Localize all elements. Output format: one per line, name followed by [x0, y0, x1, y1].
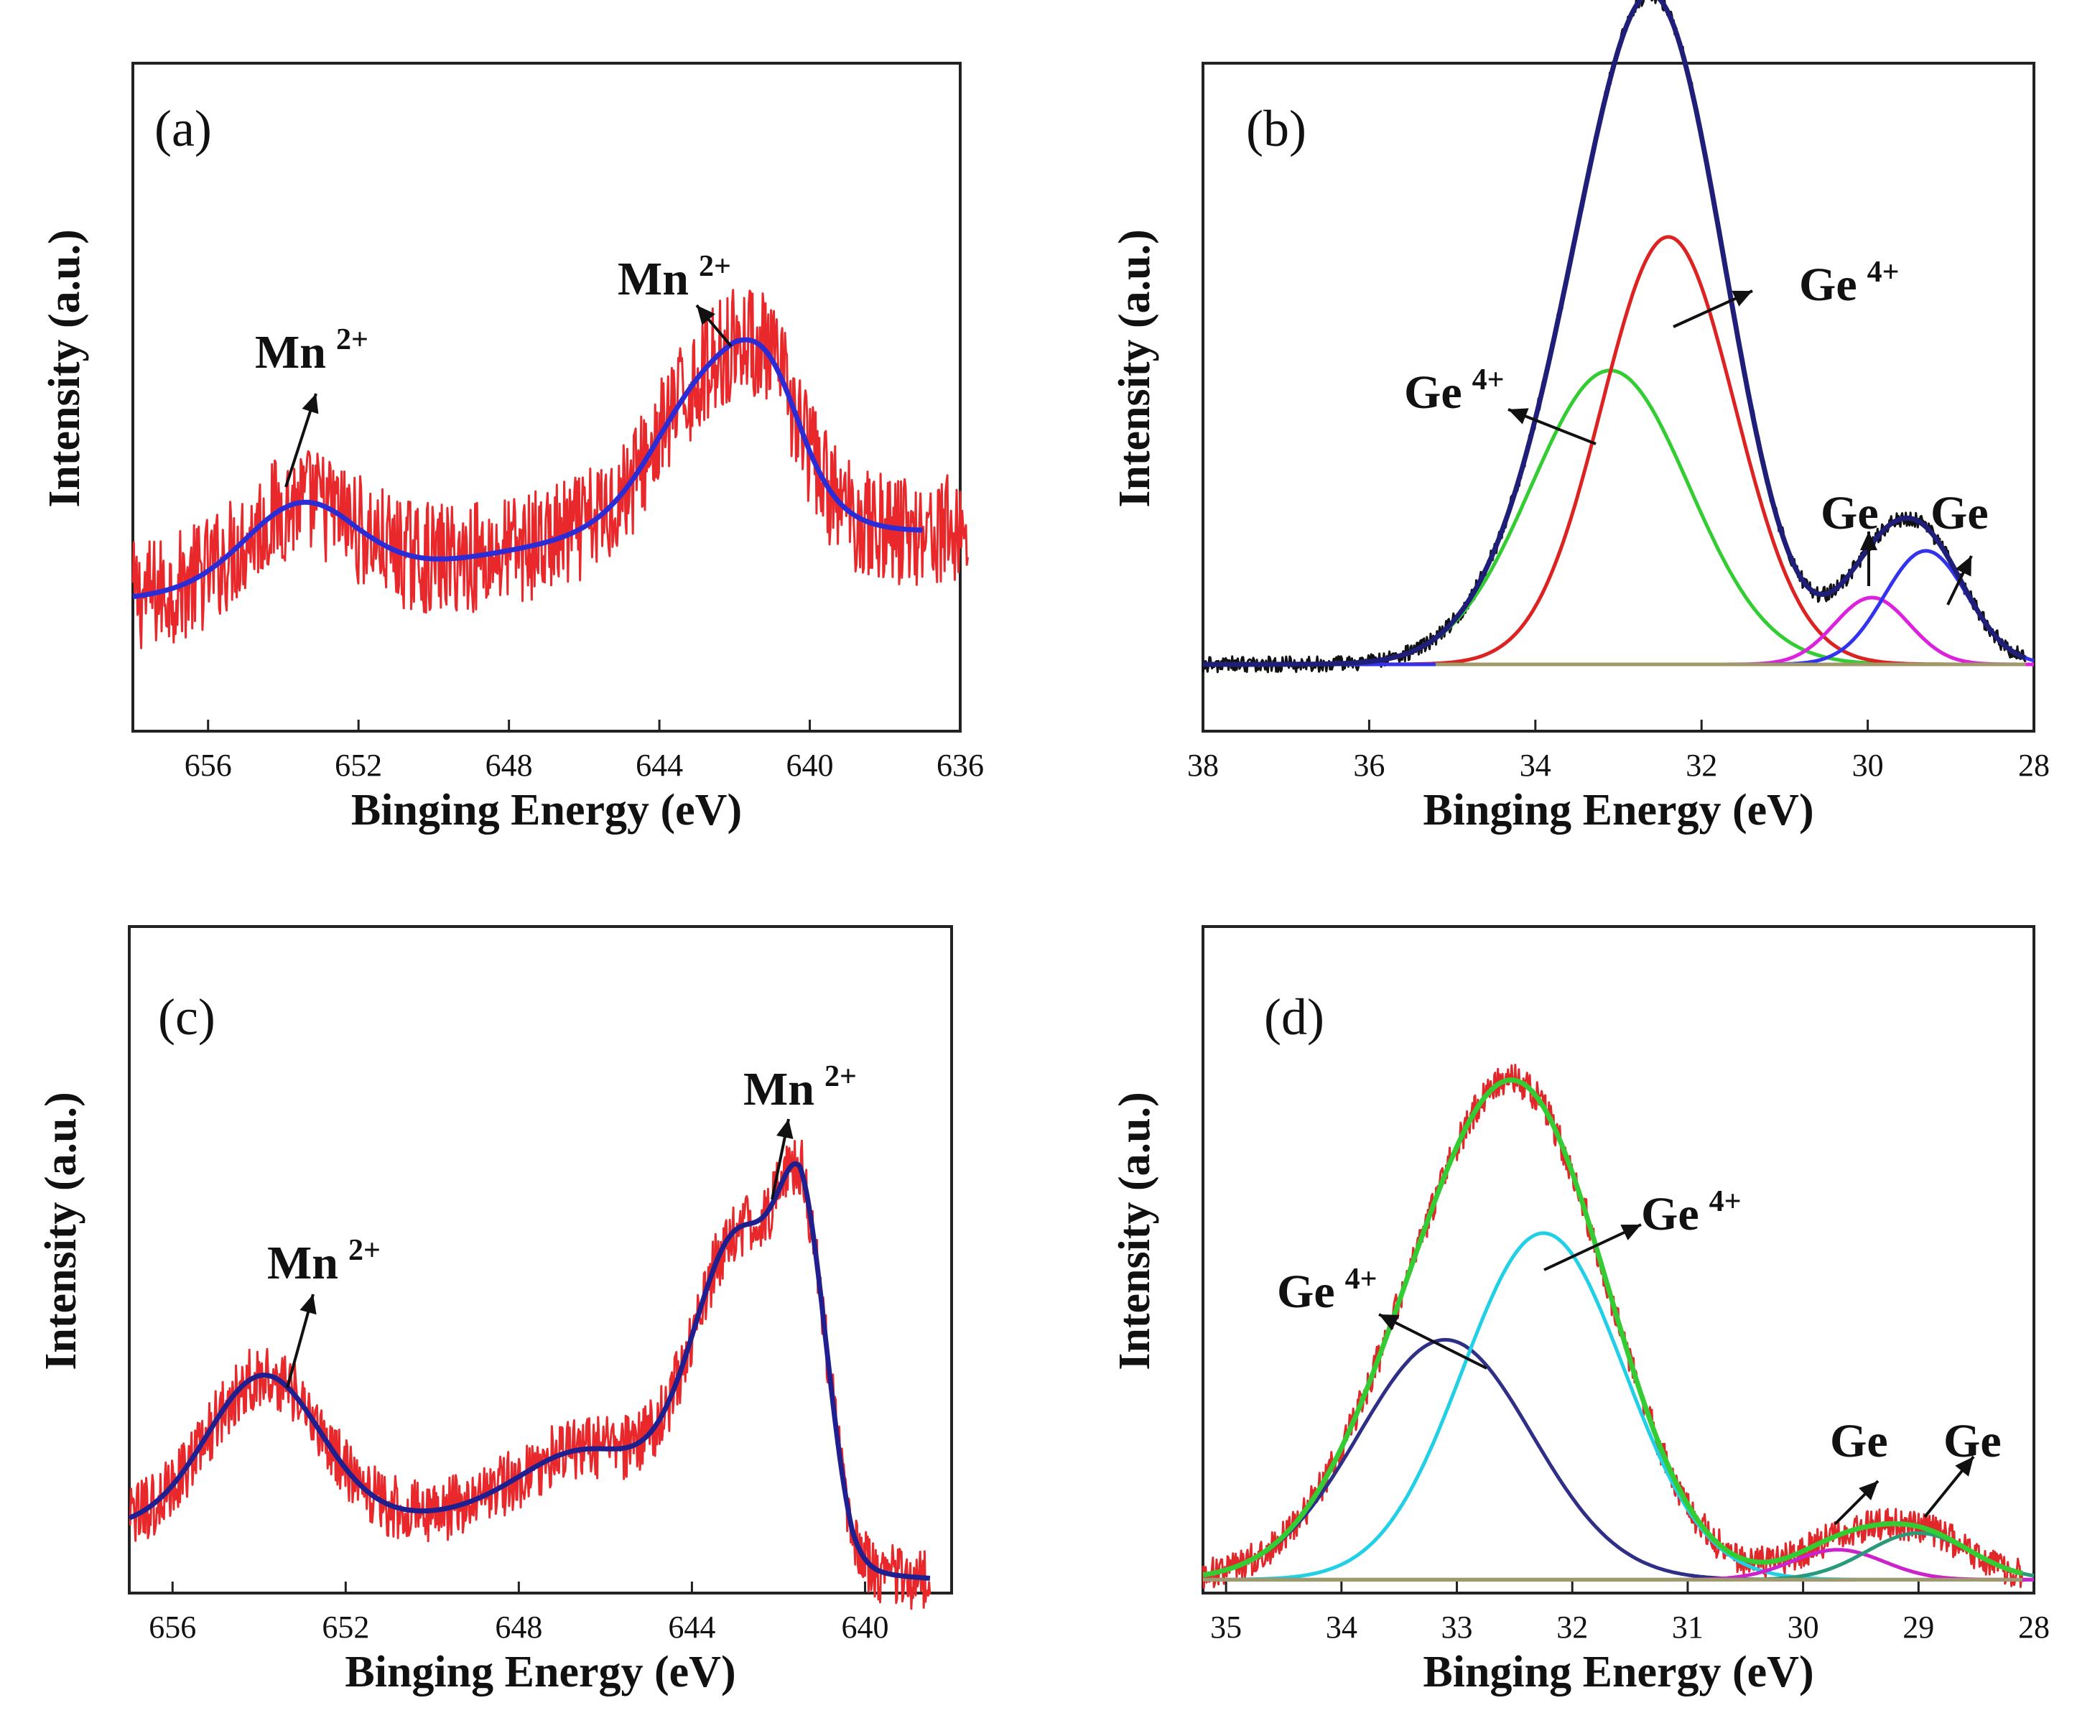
- series-raw: [1202, 1064, 2024, 1589]
- panel-d: 35 34 33 32 31 30 29 28 Binging Energy (eV) Inten…: [1110, 925, 2050, 1696]
- x-tick-label: 30: [1788, 1610, 1819, 1645]
- x-tick-label: 38: [1187, 748, 1219, 783]
- x-tick-label: 35: [1210, 1610, 1242, 1645]
- annotation-arrowhead: [299, 1294, 317, 1315]
- panel-label: (b): [1246, 100, 1306, 157]
- x-tick-label: 644: [636, 748, 683, 783]
- x-tick-label: 648: [485, 748, 533, 783]
- panel-label: (c): [158, 988, 215, 1046]
- series-raw: [131, 289, 969, 649]
- series-fit: [128, 1161, 931, 1581]
- annotation-label: Ge: [1821, 487, 1879, 539]
- x-axis-label: Binging Energy (eV): [1423, 786, 1813, 835]
- series-fit: [132, 337, 924, 600]
- x-tick-label: 31: [1672, 1610, 1704, 1645]
- plot-frame: [131, 62, 962, 733]
- y-axis-label: Intensity (a.u.): [40, 229, 89, 508]
- plot-frame: [1202, 62, 2035, 733]
- plot-frame: [1202, 925, 2035, 1595]
- x-tick-label: 656: [149, 1610, 196, 1645]
- annotation-label: Ge: [1830, 1415, 1888, 1467]
- x-tick-label: 34: [1326, 1610, 1357, 1645]
- x-tick-label: 28: [2018, 748, 2050, 783]
- x-tick-label: 640: [786, 748, 834, 783]
- panel-c: 656 652 648 644 640 Binging Energy (eV) Intens…: [37, 925, 953, 1696]
- x-tick-label: 636: [937, 748, 984, 783]
- annotation-label: Ge: [1931, 487, 1989, 539]
- annotation-arrowhead: [1620, 1225, 1641, 1240]
- annotation-arrowhead: [1379, 1314, 1400, 1331]
- x-tick-label: 34: [1520, 748, 1551, 783]
- annotation-arrowhead: [1955, 1457, 1974, 1477]
- panel-label: (d): [1264, 988, 1324, 1046]
- x-axis-label: Binging Energy (eV): [1423, 1648, 1813, 1696]
- annotation-label: Ge 4+: [1641, 1185, 1742, 1240]
- plot-frame: [128, 925, 953, 1595]
- series-ge-4-a-: [1202, 1337, 2034, 1582]
- panel-a: 656 652 648 644 640 636 Binging Energy (eV) Int…: [40, 62, 984, 835]
- y-axis-label: Intensity (a.u.): [1110, 1092, 1159, 1370]
- x-tick-label: 652: [335, 748, 382, 783]
- annotation-label: Mn 2+: [743, 1060, 857, 1115]
- x-tick-label: 30: [1852, 748, 1884, 783]
- annotation-arrowhead: [776, 1119, 794, 1139]
- annotation-arrowhead: [1732, 290, 1752, 307]
- annotation-label: Ge 4+: [1404, 363, 1505, 419]
- x-tick-label: 644: [668, 1610, 715, 1645]
- x-tick-label: 33: [1441, 1610, 1473, 1645]
- series-raw: [1202, 0, 2027, 674]
- x-tick-label: 32: [1556, 1610, 1588, 1645]
- x-axis-label: Binging Energy (eV): [351, 786, 742, 835]
- panel-b: 38 36 34 32 30 28 Binging Energy (eV) Intensity…: [1110, 0, 2050, 835]
- x-tick-label: 652: [322, 1610, 369, 1645]
- x-tick-label: 36: [1353, 748, 1385, 783]
- x-tick-label: 648: [495, 1610, 542, 1645]
- y-axis-label: Intensity (a.u.): [1110, 229, 1159, 508]
- annotation-arrowhead: [1860, 532, 1877, 550]
- series-ge-a-: [1203, 595, 2034, 667]
- panel-label: (a): [154, 100, 212, 157]
- x-tick-label: 32: [1686, 748, 1717, 783]
- annotation-arrowhead: [1508, 408, 1529, 424]
- x-tick-label: 29: [1902, 1610, 1934, 1645]
- annotation-label: Mn 2+: [618, 250, 731, 305]
- series-envelope: [1202, 1077, 2023, 1578]
- y-axis-label: Intensity (a.u.): [37, 1092, 85, 1370]
- series-envelope: [1202, 0, 2027, 667]
- annotation-arrowhead: [302, 394, 319, 414]
- series-raw: [129, 1139, 931, 1610]
- series-ge-4-b-: [1203, 235, 2034, 667]
- x-tick-label: 656: [185, 748, 232, 783]
- annotation-label: Mn 2+: [255, 323, 368, 379]
- annotation-arrowhead: [1859, 1481, 1878, 1500]
- annotation-arrowhead: [697, 305, 715, 325]
- annotation-arrow: [1378, 1313, 1487, 1370]
- x-tick-label: 28: [2018, 1610, 2050, 1645]
- annotation-label: Ge 4+: [1799, 256, 1900, 311]
- series-ge-b-: [1203, 549, 2035, 667]
- annotation-label: Mn 2+: [267, 1234, 381, 1289]
- x-axis-label: Binging Energy (eV): [345, 1648, 735, 1696]
- annotation-arrowhead: [1955, 556, 1971, 577]
- series-ge-a-: [1203, 1548, 2034, 1582]
- x-tick-label: 640: [841, 1610, 888, 1645]
- annotation-label: Ge 4+: [1277, 1263, 1377, 1318]
